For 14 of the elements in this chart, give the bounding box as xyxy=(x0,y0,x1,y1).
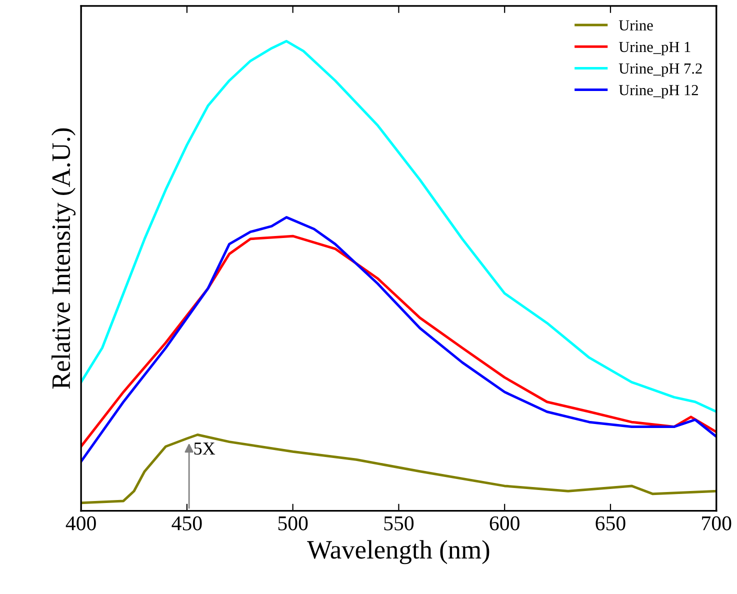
x-tick-label: 650 xyxy=(596,516,626,530)
x-tick-label: 600 xyxy=(490,516,520,530)
legend-label: Urine_pH 1 xyxy=(618,42,690,56)
legend-label: Urine_pH 7.2 xyxy=(618,63,702,77)
x-tick-label: 500 xyxy=(278,516,308,530)
x-tick-label: 700 xyxy=(702,516,732,530)
legend-label: Urine xyxy=(618,20,653,31)
x-tick-label: 550 xyxy=(384,516,414,530)
y-axis-title: Relative Intensity (A.U.) xyxy=(52,128,76,389)
x-tick-label: 400 xyxy=(66,516,96,530)
x-tick-label: 450 xyxy=(172,516,202,530)
annotation: 5X xyxy=(194,442,216,455)
x-axis-title: Wavelength (nm) xyxy=(307,540,490,564)
legend-label: Urine_pH 12 xyxy=(618,85,698,98)
